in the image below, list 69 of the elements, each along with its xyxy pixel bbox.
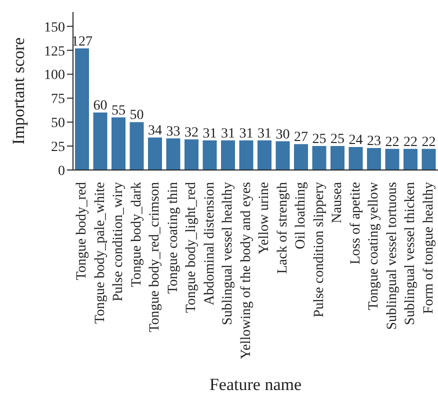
bar [221, 140, 235, 170]
x-tick-label: Pulse condition slippery [312, 182, 327, 318]
bar [148, 137, 162, 170]
y-tick-label: 100 [44, 68, 65, 84]
x-axis-title: Feature name [209, 375, 302, 394]
bar [367, 148, 381, 170]
bar [276, 141, 290, 170]
data-label: 22 [385, 134, 400, 150]
bar [258, 140, 272, 170]
y-axis-title: Important score [9, 37, 28, 145]
bar [184, 139, 198, 170]
x-tick-label: Lack of strength [275, 182, 290, 274]
data-label: 22 [422, 134, 436, 150]
x-tick-label: Tongue body_red_crimson [148, 182, 163, 332]
bar [385, 148, 400, 170]
data-label: 31 [221, 126, 235, 142]
data-label: 31 [202, 126, 217, 142]
y-tick-label: 150 [44, 20, 65, 36]
x-tick-label: Tongue body_red [74, 182, 90, 280]
y-tick-label: 50 [51, 116, 65, 132]
bar [404, 148, 418, 170]
data-label: 50 [130, 108, 144, 124]
data-label: 25 [330, 132, 344, 148]
x-tick-label: Tongue coating thin [166, 182, 181, 294]
bar [130, 122, 144, 170]
x-tick-label: Abdominal distension [202, 182, 218, 306]
data-label: 127 [72, 34, 92, 50]
bar [202, 140, 217, 170]
data-label: 23 [367, 134, 381, 149]
data-label: 60 [93, 98, 108, 114]
data-label: 32 [184, 125, 198, 140]
bar [93, 112, 108, 170]
data-label: 22 [404, 134, 418, 150]
bar [294, 144, 308, 170]
x-tick-label: Sublingual vessel tortuous [384, 182, 400, 330]
bar [330, 146, 344, 170]
data-label: 27 [294, 130, 308, 146]
data-label: 24 [348, 133, 363, 148]
data-label: 25 [312, 132, 326, 148]
y-tick-label: 25 [51, 140, 65, 156]
x-tick-label: Sublingual vessel thicken [403, 182, 418, 326]
bar [75, 48, 89, 170]
data-label: 55 [112, 103, 126, 118]
bar [348, 147, 363, 170]
x-tick-label: Sublingual vessel healthy [220, 182, 236, 326]
data-label: 31 [239, 126, 254, 142]
bar [166, 138, 180, 170]
x-tick-label: Nausea [330, 181, 346, 224]
bar [112, 117, 126, 170]
x-tick-label: Form of tongue healthy [421, 182, 436, 314]
data-label: 34 [148, 123, 162, 138]
x-tick-label: Tongue body_light_red [184, 182, 200, 313]
y-tick-label: 75 [51, 92, 65, 108]
x-tick-label: Pulse condition_wiry [111, 182, 126, 302]
data-label: 31 [258, 126, 272, 142]
x-tick-label: Tongue coating yellow [366, 181, 382, 310]
bar [422, 148, 436, 170]
x-tick-label: Tongue body_pale_white [92, 182, 108, 324]
data-label: 30 [276, 127, 290, 142]
bar [239, 140, 254, 170]
bar [312, 146, 326, 170]
data-label: 33 [166, 124, 180, 140]
y-tick-label: 0 [58, 164, 65, 179]
x-tick-label: Yellow urine [257, 182, 272, 254]
x-tick-label: Loss of apetite [348, 182, 364, 264]
x-tick-label: Yellowing of the body and eyes [238, 182, 254, 360]
x-tick-label: Tongue body_dark [129, 182, 144, 288]
y-tick-label: 125 [44, 44, 65, 60]
x-tick-label: Oil loathing [294, 182, 309, 250]
